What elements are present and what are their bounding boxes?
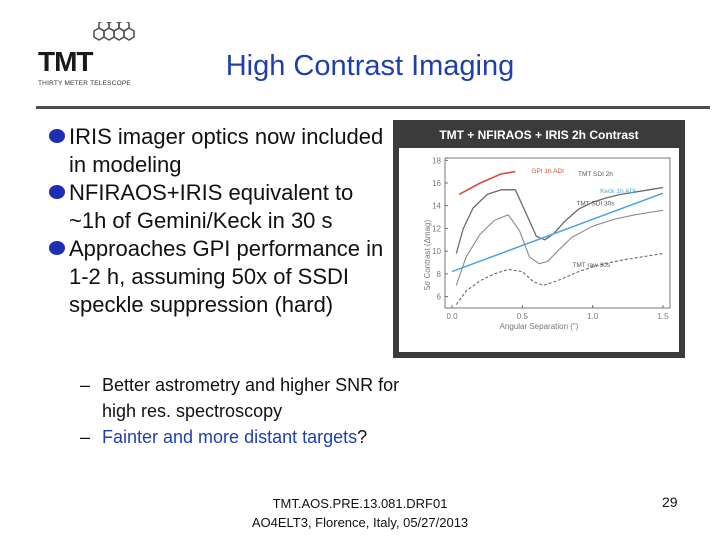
bullet-item: Approaches GPI performance in 1-2 h, ass… xyxy=(45,235,390,319)
plot-area xyxy=(399,148,679,352)
sub-bullet-list: – Better astrometry and higher SNR for h… xyxy=(80,372,400,450)
bullet-list: IRIS imager optics now included in model… xyxy=(45,123,390,319)
y-tick-label: 18 xyxy=(432,156,441,165)
bullet-dot-icon xyxy=(49,185,65,199)
logo-subtitle: THIRTY METER TELESCOPE xyxy=(38,80,131,87)
x-axis-label: Angular Separation (") xyxy=(500,322,579,331)
y-tick-label: 14 xyxy=(432,202,441,211)
plot-frame xyxy=(444,157,671,309)
sub-bullet-text: Better astrometry and higher SNR for hig… xyxy=(102,375,400,421)
bullet-dot-icon xyxy=(49,241,65,255)
x-tick-label: 0.5 xyxy=(517,312,529,321)
contrast-chart: TMT + NFIRAOS + IRIS 2h Contrast Angular… xyxy=(393,120,685,358)
y-tick-label: 12 xyxy=(432,224,441,233)
bullet-dot-icon xyxy=(49,129,65,143)
series-line xyxy=(451,192,664,273)
x-tick-label: 1.0 xyxy=(587,312,599,321)
series-line xyxy=(455,209,664,286)
series-line xyxy=(455,252,664,305)
bullet-text: IRIS imager optics now included in model… xyxy=(69,124,384,177)
series-line xyxy=(458,170,516,196)
page-number: 29 xyxy=(662,494,678,510)
x-tick-label: 0.0 xyxy=(446,312,458,321)
dash-marker: – xyxy=(80,375,91,395)
y-axis-label: 5σ Contrast (Δmag) xyxy=(423,220,432,291)
series-line xyxy=(455,186,664,254)
x-tick-label: 1.5 xyxy=(657,312,669,321)
chart-title: TMT + NFIRAOS + IRIS 2h Contrast xyxy=(439,128,638,142)
series-label: TMT raw 30s xyxy=(572,262,611,269)
tmt-logo: TMT THIRTY METER TELESCOPE xyxy=(36,22,136,92)
bullet-text: Approaches GPI performance in 1-2 h, ass… xyxy=(69,236,384,317)
bullet-item: IRIS imager optics now included in model… xyxy=(45,123,390,179)
y-tick-label: 16 xyxy=(432,179,441,188)
bullet-text: NFIRAOS+IRIS equivalent to ~1h of Gemini… xyxy=(69,180,354,233)
hexagon-mirror-icon xyxy=(93,22,135,41)
series-label: GPI 1h ADI xyxy=(531,168,564,175)
bullet-item: NFIRAOS+IRIS equivalent to ~1h of Gemini… xyxy=(45,179,390,235)
series-label: TMT SDI 2h xyxy=(578,171,613,178)
y-tick-label: 8 xyxy=(437,270,442,279)
footer-conference: AO4ELT3, Florence, Italy, 05/27/2013 xyxy=(251,515,469,530)
slide-title: High Contrast Imaging xyxy=(225,50,515,82)
y-tick-label: 10 xyxy=(432,247,441,256)
footer-doc-id: TMT.AOS.PRE.13.081.DRF01 xyxy=(272,496,448,511)
sub-bullet-text-tail: ? xyxy=(357,427,368,447)
series-label: TMT SDI 30s xyxy=(576,201,615,208)
title-divider xyxy=(36,106,710,109)
footer: TMT.AOS.PRE.13.081.DRF01 AO4ELT3, Floren… xyxy=(230,494,490,532)
series-label: Keck 1h ADI xyxy=(600,188,636,195)
logo-text: TMT xyxy=(38,46,94,77)
sub-bullet-item: – Better astrometry and higher SNR for h… xyxy=(80,372,400,424)
sub-bullet-item: – Fainter and more distant targets? xyxy=(80,424,400,450)
sub-bullet-text-highlight: Fainter and more distant targets xyxy=(102,427,358,447)
y-tick-label: 6 xyxy=(437,293,442,302)
dash-marker: – xyxy=(80,427,91,447)
